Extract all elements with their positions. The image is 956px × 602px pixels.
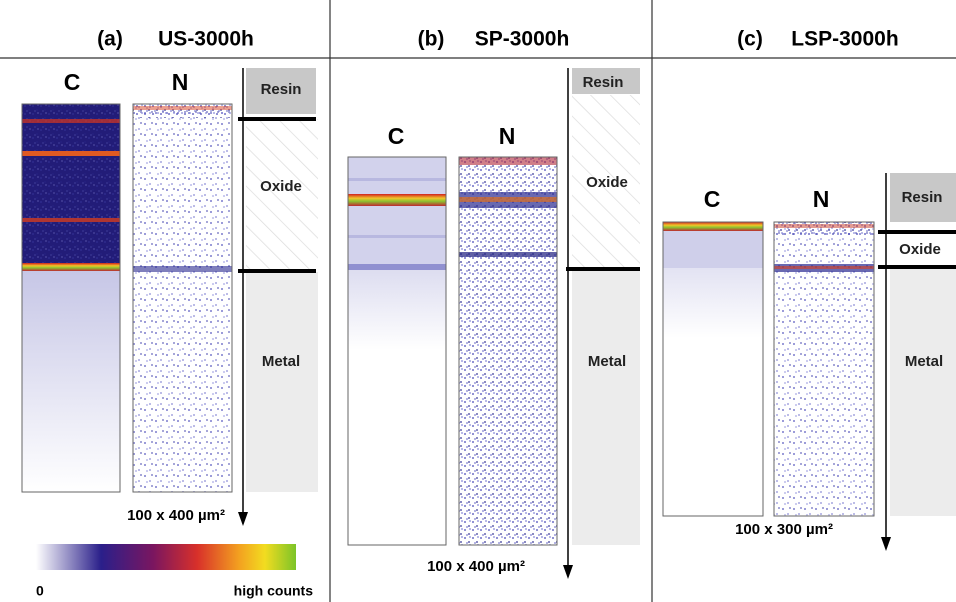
- map-label: N: [499, 123, 516, 149]
- map-label: N: [813, 186, 830, 212]
- map-n: [458, 156, 558, 546]
- colorbar-max: high counts: [234, 583, 314, 599]
- map-c: [662, 221, 764, 517]
- panel-title: LSP-3000h: [791, 28, 898, 51]
- map-c: [347, 156, 447, 546]
- map-n: [773, 221, 875, 517]
- map-label: C: [388, 123, 405, 149]
- layer-label: Metal: [905, 353, 943, 370]
- colorbar-min: 0: [36, 583, 44, 599]
- layer-label: Metal: [588, 353, 626, 370]
- map-c: [21, 103, 121, 493]
- scale-label: 100 x 400 µm²: [127, 507, 225, 524]
- colorbar: [36, 544, 296, 570]
- layer-label: Resin: [261, 81, 302, 98]
- layer-column: [878, 173, 956, 551]
- layer-label: Oxide: [899, 241, 941, 258]
- layer-label: Oxide: [260, 178, 302, 195]
- scale-label: 100 x 300 µm²: [735, 521, 833, 538]
- panel-title: SP-3000h: [475, 28, 570, 51]
- layer-label: Metal: [262, 353, 300, 370]
- map-n: [132, 103, 233, 493]
- layer-label: Resin: [902, 189, 943, 206]
- map-label: C: [704, 186, 721, 212]
- layer-column: [238, 68, 318, 526]
- panel-label: (c): [737, 28, 763, 51]
- panel-title: US-3000h: [158, 28, 254, 51]
- scale-label: 100 x 400 µm²: [427, 558, 525, 575]
- panel-label: (a): [97, 28, 123, 51]
- layer-label: Oxide: [586, 174, 628, 191]
- map-label: N: [172, 69, 189, 95]
- layer-label: Resin: [583, 74, 624, 91]
- layer-column: [563, 68, 640, 579]
- panel-label: (b): [418, 28, 445, 51]
- map-label: C: [64, 69, 81, 95]
